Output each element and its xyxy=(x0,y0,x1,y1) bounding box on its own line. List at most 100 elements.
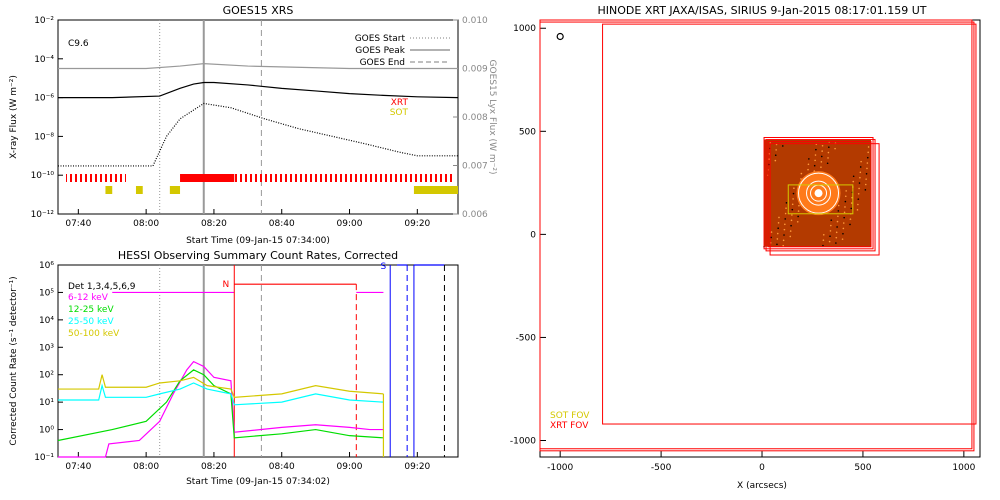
xrt-image-speckle xyxy=(859,166,862,168)
goes-y2-tick-label: 0.006 xyxy=(462,210,488,220)
xrt-image-speckle xyxy=(835,242,837,244)
xrt-image-speckle xyxy=(841,238,844,240)
xrt-image-speckle xyxy=(837,210,840,212)
xrt-image-speckle xyxy=(842,232,844,235)
xrt-image-speckle xyxy=(858,187,860,190)
goes-legend-label: GOES End xyxy=(360,58,405,68)
xrt-image-speckle xyxy=(849,218,852,220)
xrt-image-speckle xyxy=(821,150,823,152)
xrt-image-speckle xyxy=(842,227,845,230)
xrt-image-speckle xyxy=(776,238,779,240)
xrt-image-speckle xyxy=(776,232,779,235)
xrt-image-speckle xyxy=(820,155,823,158)
xrt-image-speckle xyxy=(864,189,867,191)
xrt-image-speckle xyxy=(844,200,847,203)
xrt-image-speckle xyxy=(842,222,845,224)
xrt-image-speckle xyxy=(777,227,779,229)
xrt-image-speckle xyxy=(791,203,794,206)
xrt-image-speckle xyxy=(770,231,773,233)
xrt-x-tick-label: -1000 xyxy=(547,463,573,473)
xrt-image-speckle xyxy=(865,178,867,180)
hessi-y-tick-label: 10⁴ xyxy=(39,316,54,326)
xrt-plot-frame xyxy=(539,19,981,458)
xrt-image-speckle xyxy=(820,166,822,168)
goes-y-tick-label: 10⁻¹⁰ xyxy=(31,171,55,181)
goes-series-2-line xyxy=(58,63,458,70)
xrt-image-speckle xyxy=(858,182,861,184)
xrt-image-speckle xyxy=(836,220,839,223)
xrt-y-tick-label: -1000 xyxy=(510,437,536,447)
xrt-image-speckle xyxy=(790,219,793,222)
xrt-image-speckle xyxy=(783,234,785,236)
hessi-flag-s: S xyxy=(380,262,386,272)
xrt-image-speckle xyxy=(830,224,832,227)
goes-x-tick-label: 08:20 xyxy=(201,219,227,229)
xrt-image-speckle xyxy=(814,159,816,162)
xrt-marker-circle xyxy=(556,32,564,41)
xrt-x-tick-label: 0 xyxy=(759,463,765,473)
xrt-image-speckle xyxy=(814,154,817,156)
goes-y2-tick-label: 0.008 xyxy=(462,113,488,123)
hessi-y-tick-label: 10³ xyxy=(39,343,54,353)
xrt-x-tick-label: 1000 xyxy=(952,463,975,473)
hessi-x-tick-label: 08:00 xyxy=(133,462,159,472)
xrt-image-speckle xyxy=(827,151,830,154)
goes-y2-tick-label: 0.010 xyxy=(462,16,488,26)
goes-event-label: XRT xyxy=(391,98,409,108)
hessi-panel: HESSI Observing Summary Count Rates, Cor… xyxy=(9,249,459,487)
hessi-x-tick-label: 09:00 xyxy=(337,462,363,472)
xrt-x-tick-label: 500 xyxy=(854,463,871,473)
xrt-y-tick-label: -500 xyxy=(516,333,537,343)
hessi-x-tick-label: 09:20 xyxy=(404,462,430,472)
xrt-image-speckle xyxy=(822,244,824,247)
goes-event-label: SOT xyxy=(390,108,409,118)
xrt-image-speckle xyxy=(837,215,839,218)
xrt-obs-bar xyxy=(66,174,126,182)
xrt-image-speckle xyxy=(791,214,793,216)
xrt-image-speckle xyxy=(808,158,810,160)
xrt-image-speckle xyxy=(845,190,847,192)
sot-obs-bar xyxy=(413,186,458,194)
hessi-x-tick-label: 07:40 xyxy=(65,462,91,472)
xrt-image-speckle xyxy=(866,167,868,170)
xrt-image-speckle xyxy=(813,164,816,167)
hessi-series-2-line xyxy=(58,382,384,406)
xrt-image-speckle xyxy=(857,198,860,200)
hessi-legend-title: Det 1,3,4,5,6,9 xyxy=(68,282,136,292)
xrt-image-speckle xyxy=(797,210,800,212)
goes-y2label: GOES15 Lyx Flux (W m⁻²) xyxy=(487,60,497,175)
xrt-image-speckle xyxy=(822,233,825,236)
xrt-image-speckle xyxy=(857,192,860,195)
xrt-image-speckle xyxy=(785,207,787,209)
xrt-contour-1 xyxy=(806,180,832,206)
sot-obs-bar xyxy=(135,186,143,194)
xrt-image-speckle xyxy=(796,221,799,223)
xrt-image-speckle xyxy=(782,244,785,247)
goes-y-tick-label: 10⁻⁸ xyxy=(34,132,54,142)
goes-y-tick-label: 10⁻⁶ xyxy=(34,94,54,104)
xrt-contour-4 xyxy=(798,172,840,214)
hessi-x-tick-label: 08:40 xyxy=(269,462,295,472)
xrt-plot-content: -1000 -500 0 500 1000 -1000 -500 0 500 1000 SOT FO… xyxy=(510,19,977,473)
hessi-series-1-line xyxy=(57,369,384,442)
xrt-fov-box xyxy=(602,23,977,425)
xrt-image-speckle xyxy=(798,204,800,207)
hessi-y-tick-label: 10⁰ xyxy=(39,426,54,436)
goes-x-tick-label: 07:40 xyxy=(65,219,91,229)
xrt-image-speckle xyxy=(864,183,867,186)
xrt-panel: HINODE XRT JAXA/ISAS, SIRIUS 9-Jan-2015 … xyxy=(510,4,981,491)
hessi-legend-label: 25-50 keV xyxy=(68,317,114,327)
xrt-obs-bar xyxy=(234,174,454,182)
xrt-image-speckle xyxy=(843,216,845,219)
xrt-image-speckle xyxy=(792,192,795,195)
xrt-legend-label: XRT FOV xyxy=(550,421,589,431)
xrt-image-speckle xyxy=(768,158,770,160)
goes-x-tick-label: 08:40 xyxy=(269,219,295,229)
xrt-image-speckle xyxy=(785,202,788,204)
xrt-image-speckle xyxy=(797,215,799,218)
hessi-y-tick-label: 10² xyxy=(39,371,54,381)
xrt-legend-label: SOT FOV xyxy=(550,411,590,421)
hessi-plot-frame xyxy=(57,264,459,458)
xrt-image-speckle xyxy=(800,172,803,175)
